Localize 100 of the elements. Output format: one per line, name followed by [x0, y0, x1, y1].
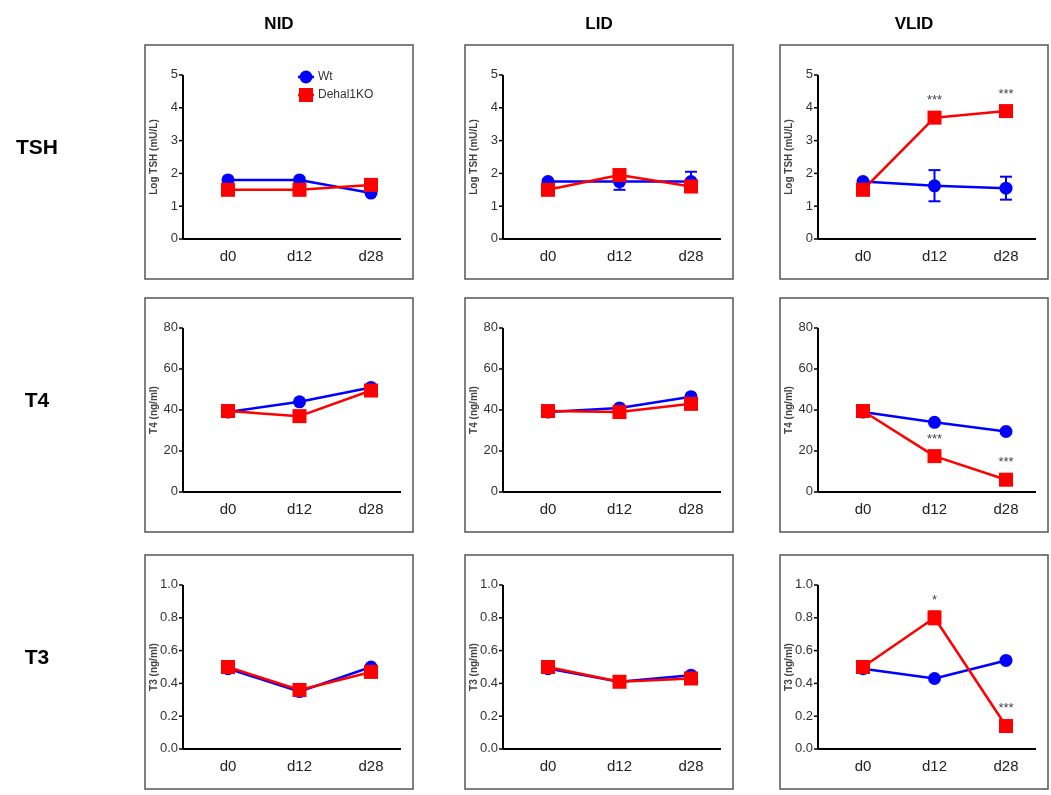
- point: [292, 409, 307, 424]
- text: T4: [24, 388, 50, 411]
- x-tick-label: d12: [606, 247, 633, 264]
- y-tick-label: 1: [490, 197, 498, 213]
- y-tick-label: 4: [805, 99, 813, 115]
- y-tick-label: 0.0: [794, 740, 813, 756]
- x-tick-label: d28: [993, 757, 1019, 774]
- y-tick-label: 40: [163, 401, 178, 417]
- y-tick-label: 0: [170, 230, 178, 246]
- y-tick-label: 0.4: [794, 674, 813, 690]
- y-tick-label: 40: [798, 401, 813, 417]
- annotation: ***: [926, 92, 943, 108]
- y-tick-label: 0.4: [159, 674, 178, 690]
- annotation: ***: [998, 700, 1014, 716]
- y-tick-label: 0.8: [794, 609, 813, 625]
- point: [999, 719, 1013, 734]
- x-tick-label: d0: [539, 500, 557, 517]
- y-axis-title: T4 (ng/ml): [148, 386, 159, 434]
- y-tick-label: 60: [483, 360, 498, 376]
- x-tick-label: d12: [286, 247, 313, 264]
- y-tick-label: 2: [490, 164, 498, 180]
- point: [999, 181, 1013, 195]
- x-tick-label: d28: [993, 247, 1019, 264]
- annotation: ***: [926, 430, 943, 446]
- y-tick-label: 1.0: [479, 576, 498, 592]
- x-tick-label: d12: [921, 757, 948, 774]
- y-tick-label: 20: [163, 442, 178, 458]
- y-axis-title: Log TSH (mU/L): [468, 119, 479, 195]
- y-tick-label: 0.8: [479, 609, 498, 625]
- y-tick-label: 0.2: [479, 707, 498, 723]
- annotation: ***: [998, 454, 1014, 470]
- point: [928, 415, 941, 429]
- y-tick-label: 80: [163, 319, 178, 335]
- x-tick-label: d12: [286, 757, 313, 774]
- y-axis-title: T3 (ng/ml): [783, 643, 794, 691]
- y-tick-label: 0.6: [159, 642, 178, 658]
- chart-title: NID: [264, 14, 294, 33]
- point: [364, 664, 378, 679]
- x-tick-label: d12: [921, 247, 948, 264]
- point: [856, 182, 870, 197]
- y-axis-title: Log TSH (mU/L): [148, 119, 159, 195]
- y-tick-label: 80: [483, 319, 498, 335]
- y-tick-label: 0.2: [159, 707, 178, 723]
- x-tick-label: d28: [358, 500, 384, 517]
- legend-label: Dehal1KO: [318, 87, 374, 102]
- y-tick-label: 2: [170, 164, 178, 180]
- chart-title: LID: [585, 14, 613, 33]
- y-tick-label: 5: [805, 66, 813, 82]
- y-tick-label: 3: [490, 132, 498, 148]
- x-tick-label: d28: [678, 757, 704, 774]
- x-tick-label: d0: [539, 247, 557, 264]
- x-tick-label: d0: [854, 757, 872, 774]
- y-axis-title: T4 (ng/ml): [468, 386, 479, 434]
- y-tick-label: 1: [170, 197, 178, 213]
- point: [928, 179, 941, 193]
- y-tick-label: 0: [490, 483, 498, 499]
- point: [684, 671, 698, 686]
- text: T3: [24, 645, 50, 668]
- y-tick-label: 0.2: [794, 707, 813, 723]
- point: [221, 182, 235, 197]
- y-tick-label: 5: [490, 66, 498, 82]
- x-tick-label: d0: [219, 757, 237, 774]
- annotation: ***: [998, 85, 1014, 101]
- x-tick-label: d28: [678, 247, 704, 264]
- y-tick-label: 40: [483, 401, 498, 417]
- point: [684, 396, 698, 411]
- x-tick-label: d0: [219, 500, 237, 517]
- x-tick-label: d12: [606, 757, 633, 774]
- y-tick-label: 0.4: [479, 674, 498, 690]
- y-tick-label: 0.6: [479, 642, 498, 658]
- text: TSH: [16, 135, 58, 158]
- legend-label: Wt: [318, 69, 334, 84]
- y-tick-label: 0.0: [159, 740, 178, 756]
- x-tick-label: d0: [854, 500, 872, 517]
- y-tick-label: 20: [483, 442, 498, 458]
- point: [293, 395, 306, 409]
- y-axis-title: T4 (ng/ml): [783, 386, 794, 434]
- y-tick-label: 0.8: [159, 609, 178, 625]
- y-tick-label: 0.0: [479, 740, 498, 756]
- y-axis-title: Log TSH (mU/L): [783, 119, 794, 195]
- y-tick-label: 80: [798, 319, 813, 335]
- x-tick-label: d12: [606, 500, 633, 517]
- y-tick-label: 1.0: [794, 576, 813, 592]
- x-tick-label: d12: [921, 500, 948, 517]
- y-tick-label: 1: [805, 197, 813, 213]
- y-tick-label: 4: [170, 99, 178, 115]
- x-tick-label: d28: [993, 500, 1019, 517]
- y-tick-label: 3: [805, 132, 813, 148]
- y-tick-label: 0: [170, 483, 178, 499]
- x-tick-label: d28: [358, 247, 384, 264]
- point: [999, 472, 1013, 487]
- x-tick-label: d28: [358, 757, 384, 774]
- y-tick-label: 0: [805, 230, 813, 246]
- y-tick-label: 0: [490, 230, 498, 246]
- y-tick-label: 60: [163, 360, 178, 376]
- x-tick-label: d0: [539, 757, 557, 774]
- point: [612, 405, 627, 420]
- y-tick-label: 4: [490, 99, 498, 115]
- y-tick-label: 60: [798, 360, 813, 376]
- y-tick-label: 5: [170, 66, 178, 82]
